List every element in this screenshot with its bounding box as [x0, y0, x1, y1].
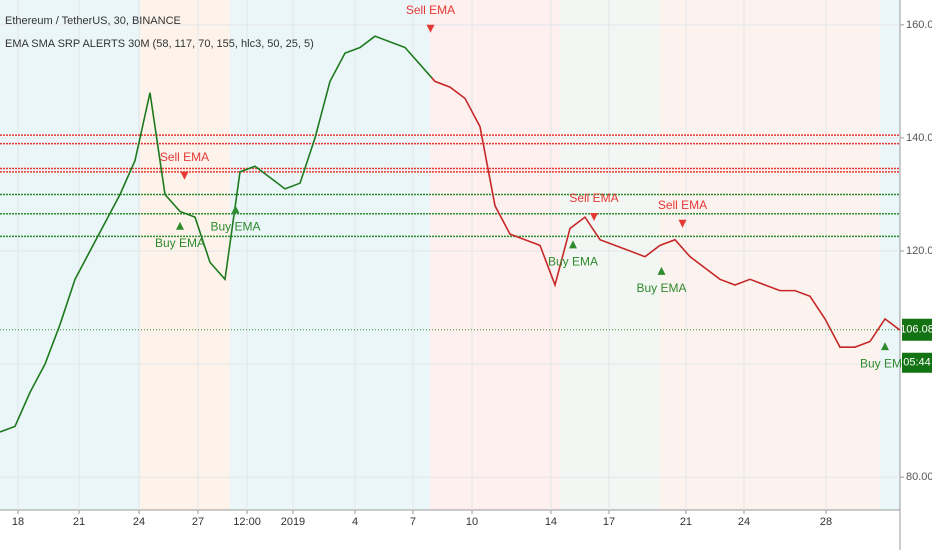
signal-label: Sell EMA: [658, 198, 707, 212]
signal-label: Buy EMA: [155, 236, 205, 250]
x-tick-label: 27: [192, 516, 204, 528]
signal-arrow: [176, 221, 184, 230]
y-tick-label: 80.00: [906, 471, 932, 483]
signal-label: Buy EMA: [210, 219, 260, 233]
x-tick-label: 24: [133, 516, 145, 528]
x-tick-label: 2019: [281, 516, 305, 528]
signal-label: Buy EMA: [636, 281, 686, 295]
countdown-box: [902, 352, 932, 373]
signal-label: Buy EMA: [860, 356, 910, 370]
bg-band: [230, 0, 430, 510]
signal-label: Sell EMA: [569, 191, 618, 205]
y-tick-label: 160.00: [906, 19, 932, 31]
countdown: 05:44: [903, 357, 931, 369]
price-box: [902, 318, 932, 341]
bg-band: [430, 0, 560, 510]
signal-arrow: [426, 24, 435, 33]
signal-label: Sell EMA: [406, 3, 455, 17]
signal-arrow: [657, 266, 666, 275]
x-tick-label: 24: [738, 516, 750, 528]
x-tick-label: 10: [466, 516, 478, 528]
price-line: [0, 35, 901, 433]
signal-arrow: [569, 240, 577, 249]
bg-band: [560, 0, 660, 510]
x-tick-label: 12:00: [233, 516, 261, 528]
chart-title: Ethereum / TetherUS, 30, BINANCE: [5, 15, 181, 27]
signal-label: Sell EMA: [160, 150, 209, 164]
indicator-label: EMA SMA SRP ALERTS 30M (58, 117, 70, 155…: [5, 38, 314, 50]
bg-band: [660, 0, 880, 510]
bg-band: [140, 0, 230, 510]
x-tick-label: 18: [12, 516, 24, 528]
x-tick-label: 7: [410, 516, 416, 528]
x-tick-label: 21: [73, 516, 85, 528]
signal-arrow: [678, 219, 687, 228]
x-tick-label: 4: [352, 516, 358, 528]
signal-arrow: [590, 213, 598, 222]
bg-band: [0, 0, 140, 510]
bg-band: [880, 0, 900, 510]
signal-arrow: [231, 205, 240, 214]
x-tick-label: 14: [545, 516, 557, 528]
x-tick-label: 17: [603, 516, 615, 528]
y-tick-label: 120.00: [906, 245, 932, 257]
last-price: 106.08: [900, 324, 932, 336]
signal-label: Buy EMA: [548, 255, 598, 269]
y-tick-label: 140.00: [906, 132, 932, 144]
x-tick-label: 28: [820, 516, 832, 528]
signal-arrow: [180, 171, 189, 180]
signal-arrow: [881, 342, 889, 351]
x-tick-label: 21: [680, 516, 692, 528]
